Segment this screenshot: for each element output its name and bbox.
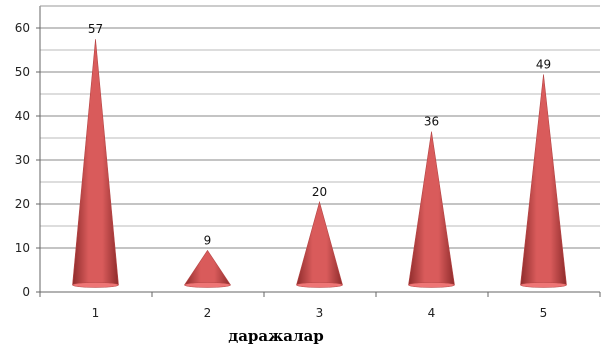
x-tick-labels: 1 2 3 4 5: [92, 306, 548, 320]
y-tick-label-10: 10: [15, 241, 30, 255]
cone-base-3: [296, 282, 343, 288]
x-tick-label-2: 2: [204, 306, 212, 320]
cone-base-5: [520, 282, 567, 288]
cone-bar-2: [183, 249, 232, 286]
cone-bar-4: [408, 131, 455, 286]
cone-base-4: [408, 282, 455, 288]
data-labels: 57 9 20 36 49: [88, 22, 551, 247]
x-axis-title: даражалар: [228, 327, 324, 345]
cone-base-2: [184, 282, 231, 288]
data-label-4: 36: [424, 115, 439, 129]
cone-bar-5: [520, 74, 567, 286]
data-label-5: 49: [536, 57, 551, 71]
data-label-1: 57: [88, 22, 103, 36]
axes-layer: [36, 5, 601, 297]
x-tick-label-1: 1: [92, 306, 100, 320]
y-tick-label-40: 40: [15, 109, 30, 123]
x-tick-label-3: 3: [316, 306, 324, 320]
data-label-2: 9: [204, 233, 212, 247]
cone-bar-3: [296, 200, 343, 286]
cone-bar-1: [72, 39, 119, 286]
y-tick-labels: 0 10 20 30 40 50 60: [15, 21, 30, 299]
bars: [72, 39, 567, 288]
y-tick-label-0: 0: [22, 285, 30, 299]
cone-base-1: [72, 282, 119, 288]
x-tick-label-5: 5: [540, 306, 548, 320]
y-tick-label-30: 30: [15, 153, 30, 167]
x-tick-label-4: 4: [428, 306, 436, 320]
y-tick-label-20: 20: [15, 197, 30, 211]
y-tick-label-60: 60: [15, 21, 30, 35]
data-label-3: 20: [312, 185, 327, 199]
y-tick-label-50: 50: [15, 65, 30, 79]
